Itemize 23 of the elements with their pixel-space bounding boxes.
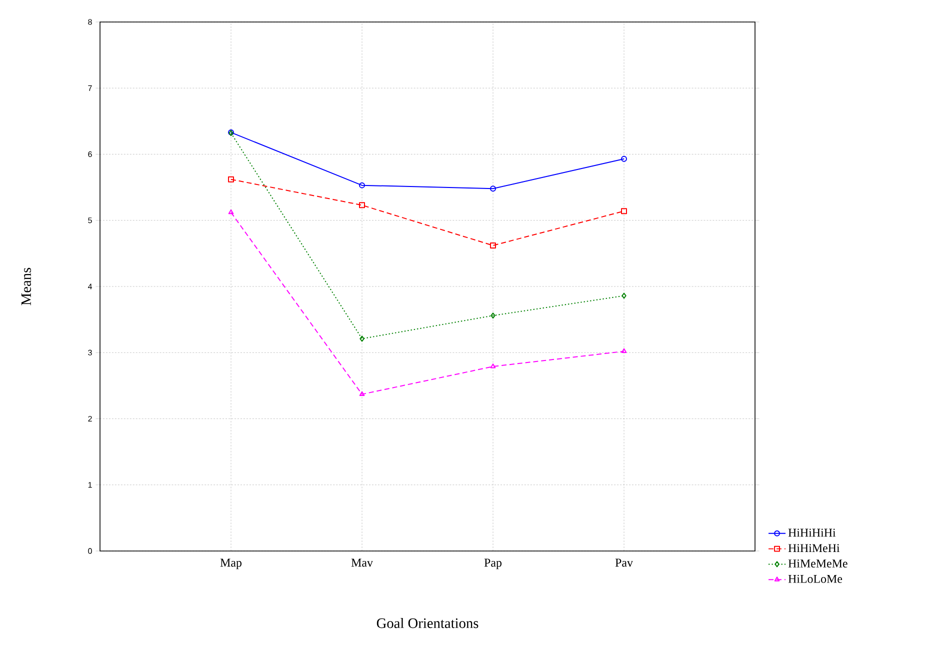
point [359,182,365,188]
point [490,364,496,368]
point [490,186,496,192]
legend-label: HiHiMeHi [788,544,840,552]
point [490,242,496,248]
point [621,208,627,214]
x-axis-title: Goal Orientations [376,618,478,628]
point [359,202,365,208]
point [228,209,234,214]
y-axis-title: Means [21,268,31,306]
point [621,348,627,354]
point [360,336,364,342]
point [359,391,365,396]
legend-label: HiMeMeMe [788,559,848,568]
point [228,176,234,182]
x-tick-label: Mav [351,558,373,567]
legend-label: HiLoLoMe [788,574,842,583]
x-tick-label: Pap [484,558,502,570]
point [490,312,496,319]
x-tick-label: Map [220,558,242,570]
x-tick-label: Pav [615,558,633,567]
legend-label: HiHiHiHi [788,528,836,537]
point [622,292,626,299]
